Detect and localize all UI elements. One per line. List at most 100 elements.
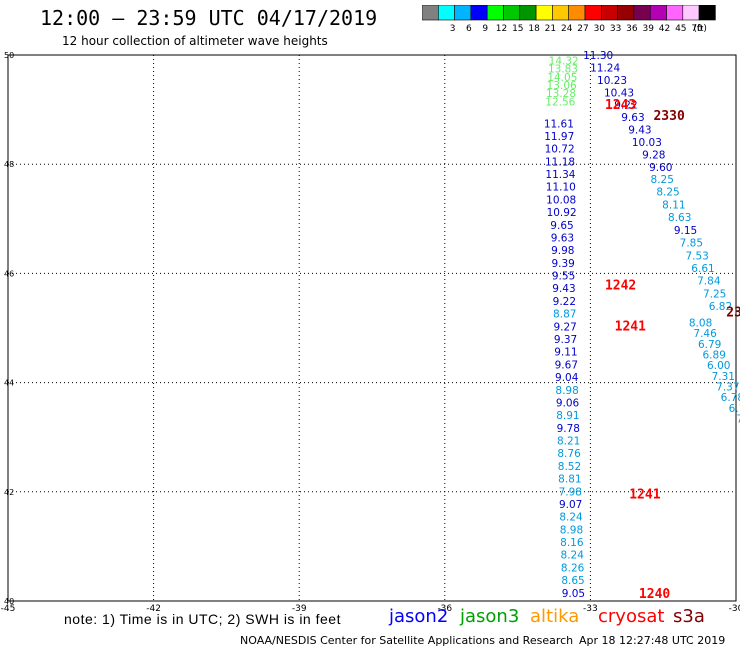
swh-value-label: 8.25 bbox=[651, 174, 674, 186]
swh-value-label: 11.24 bbox=[590, 62, 620, 74]
swh-value-label: 9.27 bbox=[553, 321, 576, 333]
swh-value-label: 11.61 bbox=[544, 118, 574, 130]
swh-value-label: 9.07 bbox=[559, 499, 582, 511]
swh-value-label: 8.08 bbox=[689, 318, 712, 330]
generated-timestamp: Apr 18 12:27:48 UTC 2019 bbox=[579, 634, 726, 647]
legend-jason3: jason3 bbox=[460, 606, 520, 627]
colorbar-swatch bbox=[698, 5, 716, 21]
swh-value-label: 11.30 bbox=[583, 50, 613, 62]
credit-line: NOAA/NESDIS Center for Satellite Applica… bbox=[240, 634, 574, 647]
swh-value-label: 8.81 bbox=[558, 474, 581, 486]
swh-value-label: 13.06 bbox=[547, 80, 577, 92]
swh-value-label: 8.52 bbox=[558, 461, 581, 473]
swh-value-label: 8.26 bbox=[561, 562, 585, 574]
swh-value-label: 9.60 bbox=[649, 162, 672, 174]
legend-s3a: s3a bbox=[673, 606, 705, 627]
swh-value-label: 9.43 bbox=[628, 125, 651, 137]
swh-value-label: 9.22 bbox=[614, 100, 637, 112]
swh-value-label: 9.22 bbox=[553, 296, 576, 308]
legend-jason2: jason2 bbox=[389, 606, 449, 627]
swh-value-label: 11.34 bbox=[545, 169, 575, 181]
colorbar-tick-label: 27 bbox=[577, 24, 588, 34]
swh-value-label: 8.25 bbox=[656, 187, 679, 199]
swh-value-label: 9.37 bbox=[554, 334, 577, 346]
swh-value-label: 9.15 bbox=[674, 225, 697, 237]
colorbar-tick-label: 33 bbox=[610, 24, 621, 34]
colorbar-legend: 3 6 9 12 15 18 21 24 27 30 33 36 39 42 45 70(ft) bbox=[422, 5, 716, 34]
swh-value-label: 8.87 bbox=[553, 309, 576, 321]
swh-value-label: 7.84 bbox=[697, 276, 721, 288]
colorbar-tick-label: 15 bbox=[512, 24, 523, 34]
lon-tick-label: -39 bbox=[292, 604, 307, 614]
swh-value-label: 8.63 bbox=[668, 212, 691, 224]
lat-tick-label: 48 bbox=[4, 160, 14, 169]
colorbar-tick-label: 6 bbox=[466, 24, 472, 34]
page-title: 12:00 – 23:59 UTC 04/17/2019 bbox=[40, 6, 378, 30]
lat-tick-label: 44 bbox=[4, 379, 14, 388]
swh-value-label: 9.28 bbox=[642, 149, 665, 161]
swh-value-label: 9.06 bbox=[556, 397, 580, 409]
swh-value-label: 9.05 bbox=[562, 588, 585, 600]
swh-value-label: 10.43 bbox=[604, 87, 634, 99]
swh-value-label: 8.91 bbox=[556, 410, 579, 422]
colorbar-tick-label: 21 bbox=[545, 24, 556, 34]
lon-tick-label: -30 bbox=[729, 604, 740, 614]
pass-time-label: 1240 bbox=[639, 587, 670, 602]
lon-tick-label: -45 bbox=[1, 604, 16, 614]
lat-tick-label: 42 bbox=[4, 488, 14, 497]
swh-value-label: 8.21 bbox=[557, 436, 580, 448]
swh-value-label: 7.98 bbox=[559, 486, 582, 498]
pass-time-label: 2330 bbox=[653, 109, 684, 124]
swh-value-label: 7.46 bbox=[693, 328, 717, 340]
swh-value-label: 8.16 bbox=[560, 537, 584, 549]
swh-value-label: 10.72 bbox=[545, 144, 575, 156]
swh-value-label: 6.78 bbox=[721, 392, 740, 404]
lon-tick-label: -36 bbox=[437, 604, 452, 614]
swh-value-label: 6.82 bbox=[709, 301, 732, 313]
swh-value-label: 11.18 bbox=[545, 156, 575, 168]
swh-value-label: 10.23 bbox=[597, 75, 627, 87]
colorbar-tick-label: 24 bbox=[561, 24, 573, 34]
pass-time-label: 1243 bbox=[605, 98, 636, 113]
swh-value-label: 9.98 bbox=[551, 245, 574, 257]
swh-value-label: 9.63 bbox=[621, 112, 644, 124]
pass-time-label: 1241 bbox=[615, 319, 646, 334]
map-frame bbox=[7, 54, 737, 602]
colorbar-tick-label: 30 bbox=[594, 24, 606, 34]
page-subtitle: 12 hour collection of altimeter wave hei… bbox=[62, 34, 328, 48]
swh-value-label: 6.61 bbox=[691, 263, 714, 275]
swh-value-label: 14.05 bbox=[547, 72, 577, 84]
colorbar-tick-label: 12 bbox=[496, 24, 507, 34]
swh-value-label: 7.37 bbox=[716, 382, 739, 394]
colorbar-tick-label: 39 bbox=[642, 24, 654, 34]
swh-value-label: 13.83 bbox=[548, 64, 578, 76]
swh-value-label: 9.39 bbox=[551, 258, 574, 270]
swh-value-label: 13.28 bbox=[546, 88, 576, 100]
swh-value-label: 7. bbox=[736, 414, 740, 426]
swh-value-label: 10.03 bbox=[632, 137, 662, 149]
swh-value-label: 7.31 bbox=[712, 371, 735, 383]
colorbar-tick-label: 18 bbox=[528, 24, 540, 34]
swh-value-label: 7.85 bbox=[680, 238, 703, 250]
swh-value-label: 9.65 bbox=[550, 220, 573, 232]
swh-value-label: 6.1 bbox=[729, 403, 740, 415]
swh-value-label: 7.25 bbox=[703, 288, 726, 300]
swh-value-label: 9.11 bbox=[554, 347, 577, 359]
colorbar-tick-label: 3 bbox=[450, 24, 456, 34]
lon-tick-label: -33 bbox=[583, 604, 598, 614]
swh-value-label: 10.92 bbox=[547, 207, 577, 219]
swh-value-label: 9.63 bbox=[551, 232, 574, 244]
swh-value-label: 9.04 bbox=[555, 372, 579, 384]
swh-value-label: 11.10 bbox=[546, 182, 576, 194]
pass-time-label: 23 bbox=[726, 306, 740, 321]
lat-tick-label: 46 bbox=[4, 269, 14, 278]
swh-value-label: 9.43 bbox=[552, 283, 575, 295]
lat-tick-label: 50 bbox=[4, 51, 14, 60]
swh-value-label: 12.56 bbox=[545, 96, 575, 108]
legend-altika: altika bbox=[530, 606, 580, 627]
swh-value-label: 7.53 bbox=[685, 250, 708, 262]
colorbar-unit: (ft) bbox=[693, 24, 707, 34]
pass-time-label: 1241 bbox=[629, 487, 660, 502]
lat-tick-label: 40 bbox=[4, 597, 14, 606]
